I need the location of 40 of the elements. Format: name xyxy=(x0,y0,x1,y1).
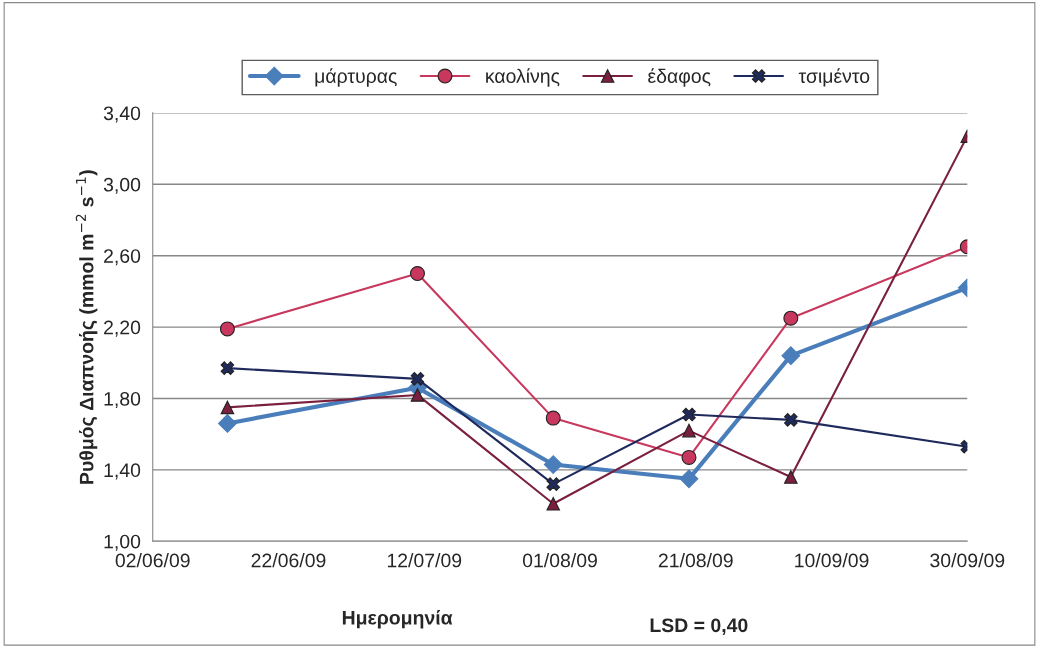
x-tick-label: 02/06/09 xyxy=(115,553,190,568)
point xyxy=(781,346,801,366)
y-tick-label: 1,40 xyxy=(104,463,141,480)
point xyxy=(409,266,425,282)
point xyxy=(410,372,425,386)
point xyxy=(681,449,697,465)
point xyxy=(543,455,563,474)
x-tick-label: 22/06/09 xyxy=(251,553,326,568)
point xyxy=(410,388,425,402)
point xyxy=(546,496,561,511)
y-tick-label: 2,20 xyxy=(104,320,141,337)
point xyxy=(545,410,561,426)
legend-label: τσιμέντο xyxy=(798,68,870,87)
point xyxy=(220,400,235,415)
y-tick-label: 3,00 xyxy=(103,177,141,194)
point xyxy=(679,469,699,489)
y-axis-title: Ρυθμός Διαπνοής (mmol m$^{−2}$ s$^{−1}$) xyxy=(75,170,98,484)
point xyxy=(220,361,235,375)
point xyxy=(219,321,235,337)
point xyxy=(784,470,798,484)
legend-label: μάρτυρας xyxy=(315,68,397,87)
y-tick-label: 3,40 xyxy=(103,106,141,123)
x-tick-label: 21/08/09 xyxy=(658,553,733,568)
legend-label: έδαφος xyxy=(648,68,711,87)
y-tick-label: 1,00 xyxy=(104,534,141,551)
x-tick-label: 10/09/09 xyxy=(795,553,869,568)
point xyxy=(218,414,237,433)
legend-label: καολίνης xyxy=(486,68,560,87)
point xyxy=(546,477,561,491)
x-tick-label: 30/09/09 xyxy=(930,553,1005,568)
point xyxy=(682,423,696,438)
x-tick-label: 12/07/09 xyxy=(387,553,462,568)
point xyxy=(783,310,799,326)
x-axis-title: Ημερομηνία xyxy=(342,610,453,629)
text: LSD = 0,40 xyxy=(650,618,748,635)
point xyxy=(784,413,798,427)
x-tick-label: 01/08/09 xyxy=(522,553,597,568)
point xyxy=(682,407,696,422)
y-tick-label: 2,60 xyxy=(104,249,141,266)
y-tick-label: 1,80 xyxy=(104,391,141,409)
